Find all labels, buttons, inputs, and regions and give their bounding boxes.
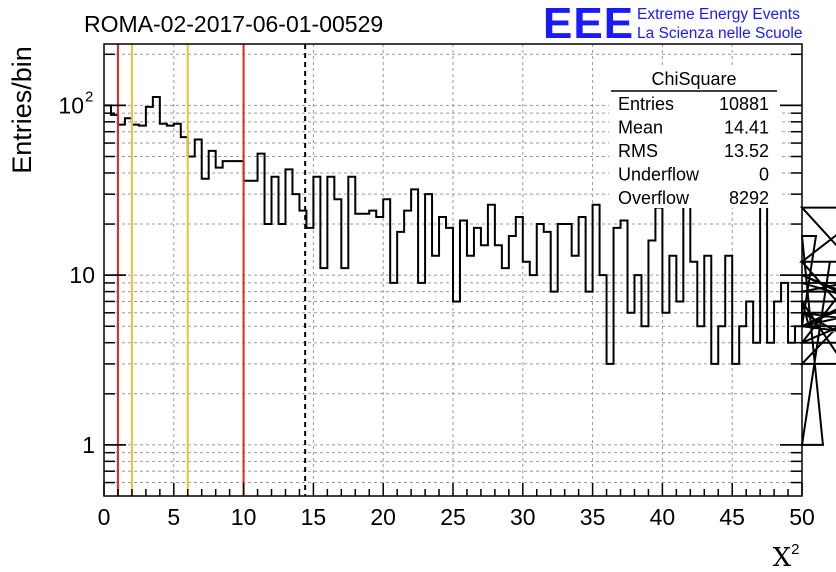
stats-label: RMS bbox=[618, 141, 658, 161]
y-tick-exponent: 2 bbox=[85, 88, 93, 105]
stats-value: 0 bbox=[759, 165, 769, 185]
stats-label: Underflow bbox=[618, 165, 700, 185]
svg-text:X2: X2 bbox=[773, 541, 800, 572]
x-tick-label: 5 bbox=[167, 504, 180, 530]
axis-ticks bbox=[103, 53, 803, 496]
stats-value: 14.41 bbox=[724, 118, 769, 138]
x-tick-label: 15 bbox=[301, 504, 327, 530]
marker-lines bbox=[116, 44, 307, 496]
x-tick-label: 50 bbox=[789, 504, 815, 530]
stats-label: Entries bbox=[618, 94, 674, 114]
histogram-series bbox=[104, 96, 836, 446]
eee-logo: EEE Extreme Energy Events La Scienza nel… bbox=[543, 0, 802, 48]
stats-box-title: ChiSquare bbox=[651, 69, 736, 89]
x-tick-label: 10 bbox=[231, 504, 257, 530]
stats-value: 8292 bbox=[729, 188, 769, 208]
x-tick-label: 20 bbox=[370, 504, 396, 530]
x-tick-label: 0 bbox=[98, 504, 111, 530]
y-tick-label: 1 bbox=[82, 432, 95, 458]
stats-box: ChiSquare Entries 10881 Mean 14.41 RMS 13.52 U… bbox=[609, 68, 779, 208]
stats-value: 13.52 bbox=[724, 141, 769, 161]
logo-line-1: Extreme Energy Events bbox=[637, 6, 800, 23]
x-tick-label: 45 bbox=[719, 504, 745, 530]
x-tick-label: 40 bbox=[650, 504, 676, 530]
grid bbox=[104, 44, 802, 496]
x-axis-label: X2 bbox=[773, 541, 800, 572]
y-tick-label: 10 bbox=[69, 262, 95, 288]
x-tick-labels: 0 5 10 15 20 25 30 35 40 45 50 bbox=[98, 504, 815, 530]
stats-label: Mean bbox=[618, 118, 663, 138]
logo-line-2: La Scienza nelle Scuole bbox=[637, 25, 802, 42]
stats-box-background bbox=[609, 68, 779, 208]
y-axis-label: Entries/bin bbox=[7, 46, 37, 174]
chart-title: ROMA-02-2017-06-01-00529 bbox=[84, 11, 383, 37]
stats-value: 10881 bbox=[719, 94, 769, 114]
x-tick-label: 25 bbox=[440, 504, 466, 530]
stats-label: Overflow bbox=[618, 188, 690, 208]
histogram-line bbox=[104, 96, 836, 446]
y-tick-label: 10 bbox=[58, 92, 84, 118]
x-tick-label: 35 bbox=[580, 504, 606, 530]
logo-mark: EEE bbox=[543, 0, 634, 48]
x-tick-label: 30 bbox=[510, 504, 536, 530]
